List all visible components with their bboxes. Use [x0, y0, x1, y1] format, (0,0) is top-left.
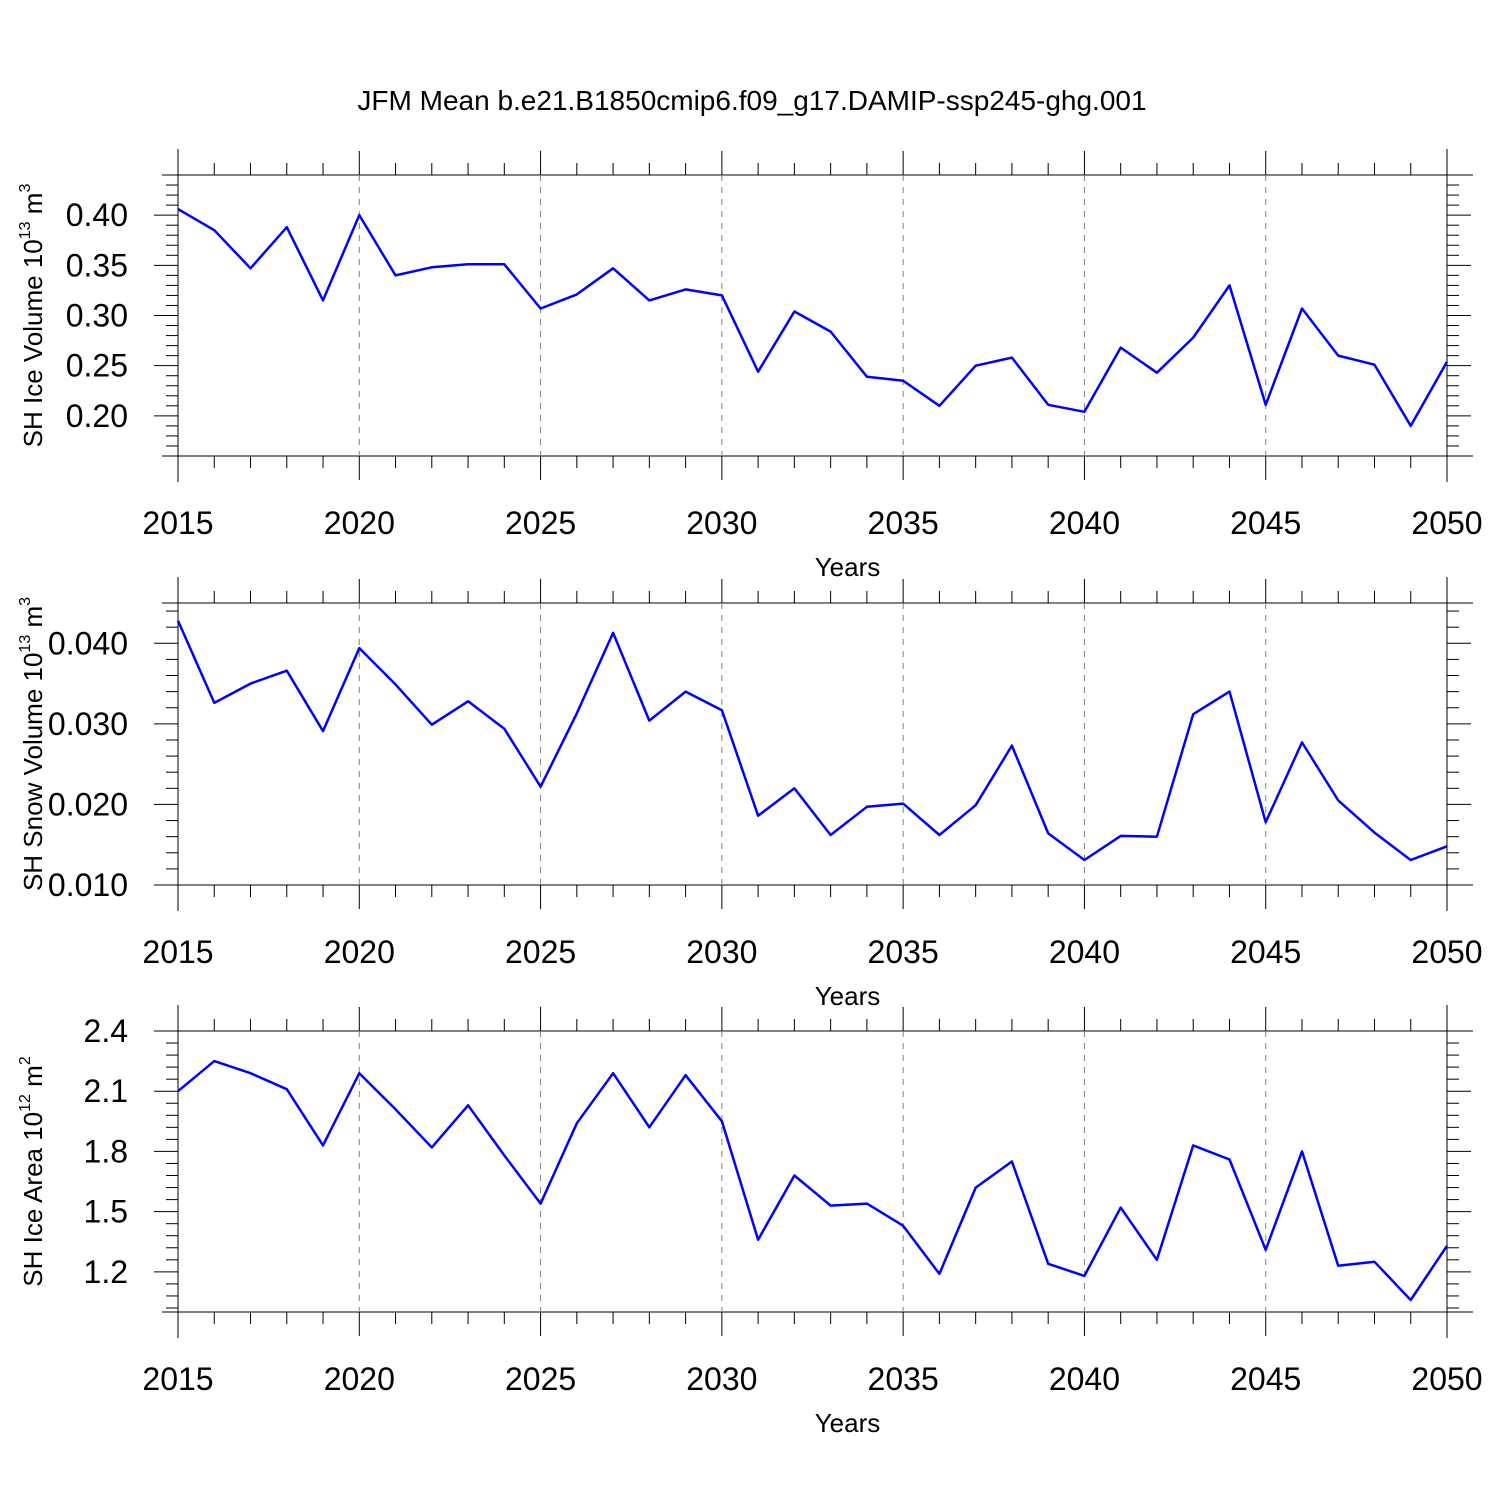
x-tick-label: 2015 — [142, 934, 213, 970]
x-tick-label: 2025 — [505, 505, 576, 541]
y-tick-label: 0.020 — [48, 786, 128, 822]
x-tick-label: 2035 — [868, 505, 939, 541]
panel-3: 2015 2020 2025 2030 2035 2040 2045 2050 Years 1.2… — [17, 1005, 1483, 1438]
panel-2: 2015 2020 2025 2030 2035 2040 2045 2050 Years 0.0… — [17, 577, 1483, 1011]
y-tick-label: 0.20 — [66, 398, 128, 434]
x-tick-label: 2045 — [1230, 505, 1301, 541]
x-tick-label: 2040 — [1049, 934, 1120, 970]
y-tick-label: 0.35 — [66, 247, 128, 283]
y-tick-label: 1.8 — [84, 1133, 128, 1169]
x-tick-label: 2020 — [324, 934, 395, 970]
y-axis-label: SH Ice Volume 1013 m3 — [17, 184, 48, 448]
x-tick-label: 2050 — [1411, 934, 1482, 970]
y-axis-label-part: SH Ice Area 10 — [18, 1112, 48, 1287]
y-tick-label: 0.40 — [66, 197, 128, 233]
series-line — [176, 620, 1448, 862]
y-tick-label: 0.030 — [48, 706, 128, 742]
y-axis-label-part: 3 — [17, 597, 34, 606]
y-tick-label: 0.25 — [66, 348, 128, 384]
y-axis-label-part: 2 — [17, 1056, 34, 1065]
series-line — [177, 1059, 1449, 1302]
y-tick-label: 2.1 — [84, 1073, 128, 1109]
x-tick-label: 2020 — [324, 505, 395, 541]
x-axis-label: Years — [815, 552, 881, 582]
x-tick-label: 2045 — [1230, 934, 1301, 970]
y-tick-label: 0.040 — [48, 625, 128, 661]
y-axis-label-part: SH Snow Volume 10 — [18, 653, 48, 891]
x-tick-label: 2040 — [1049, 1361, 1120, 1397]
x-tick-label: 2030 — [686, 505, 757, 541]
x-tick-label: 2045 — [1230, 1361, 1301, 1397]
y-axis-label-part: 12 — [17, 1094, 34, 1112]
x-tick-label: 2025 — [505, 934, 576, 970]
x-tick-label: 2035 — [868, 934, 939, 970]
y-axis-label: SH Snow Volume 1013 m3 — [17, 597, 48, 891]
x-tick-label: 2015 — [142, 1361, 213, 1397]
series-line — [177, 208, 1449, 428]
y-tick-label: 2.4 — [84, 1013, 128, 1049]
y-axis-label-part: 13 — [17, 635, 34, 653]
x-tick-label: 2050 — [1411, 505, 1482, 541]
y-tick-label: 1.5 — [84, 1194, 128, 1230]
y-axis-label-part: m — [18, 606, 48, 635]
x-tick-label: 2035 — [868, 1361, 939, 1397]
x-axis-label: Years — [815, 1408, 881, 1438]
y-axis-label-part: 13 — [17, 221, 34, 239]
x-tick-label: 2025 — [505, 1361, 576, 1397]
y-tick-label: 0.30 — [66, 298, 128, 334]
x-tick-label: 2015 — [142, 505, 213, 541]
panel-1: 2015 2020 2025 2030 2035 2040 2045 2050 Years 0.2… — [17, 149, 1483, 582]
x-tick-label: 2040 — [1049, 505, 1120, 541]
x-tick-label: 2050 — [1411, 1361, 1482, 1397]
x-axis-label: Years — [815, 981, 881, 1011]
y-axis-label-part: m — [18, 193, 48, 222]
y-axis-label-part: 3 — [17, 184, 34, 193]
y-axis-label-part: SH Ice Volume 10 — [18, 239, 48, 447]
figure-title: JFM Mean b.e21.B1850cmip6.f09_g17.DAMIP-… — [357, 85, 1146, 116]
x-tick-label: 2020 — [324, 1361, 395, 1397]
panels: 2015 2020 2025 2030 2035 2040 2045 2050 Years 0.2… — [17, 149, 1483, 1438]
y-axis-label-part: m — [18, 1065, 48, 1094]
x-tick-label: 2030 — [686, 1361, 757, 1397]
y-axis-label: SH Ice Area 1012 m2 — [17, 1056, 48, 1287]
y-tick-label: 1.2 — [84, 1254, 128, 1290]
y-tick-label: 0.010 — [48, 867, 128, 903]
x-tick-label: 2030 — [686, 934, 757, 970]
